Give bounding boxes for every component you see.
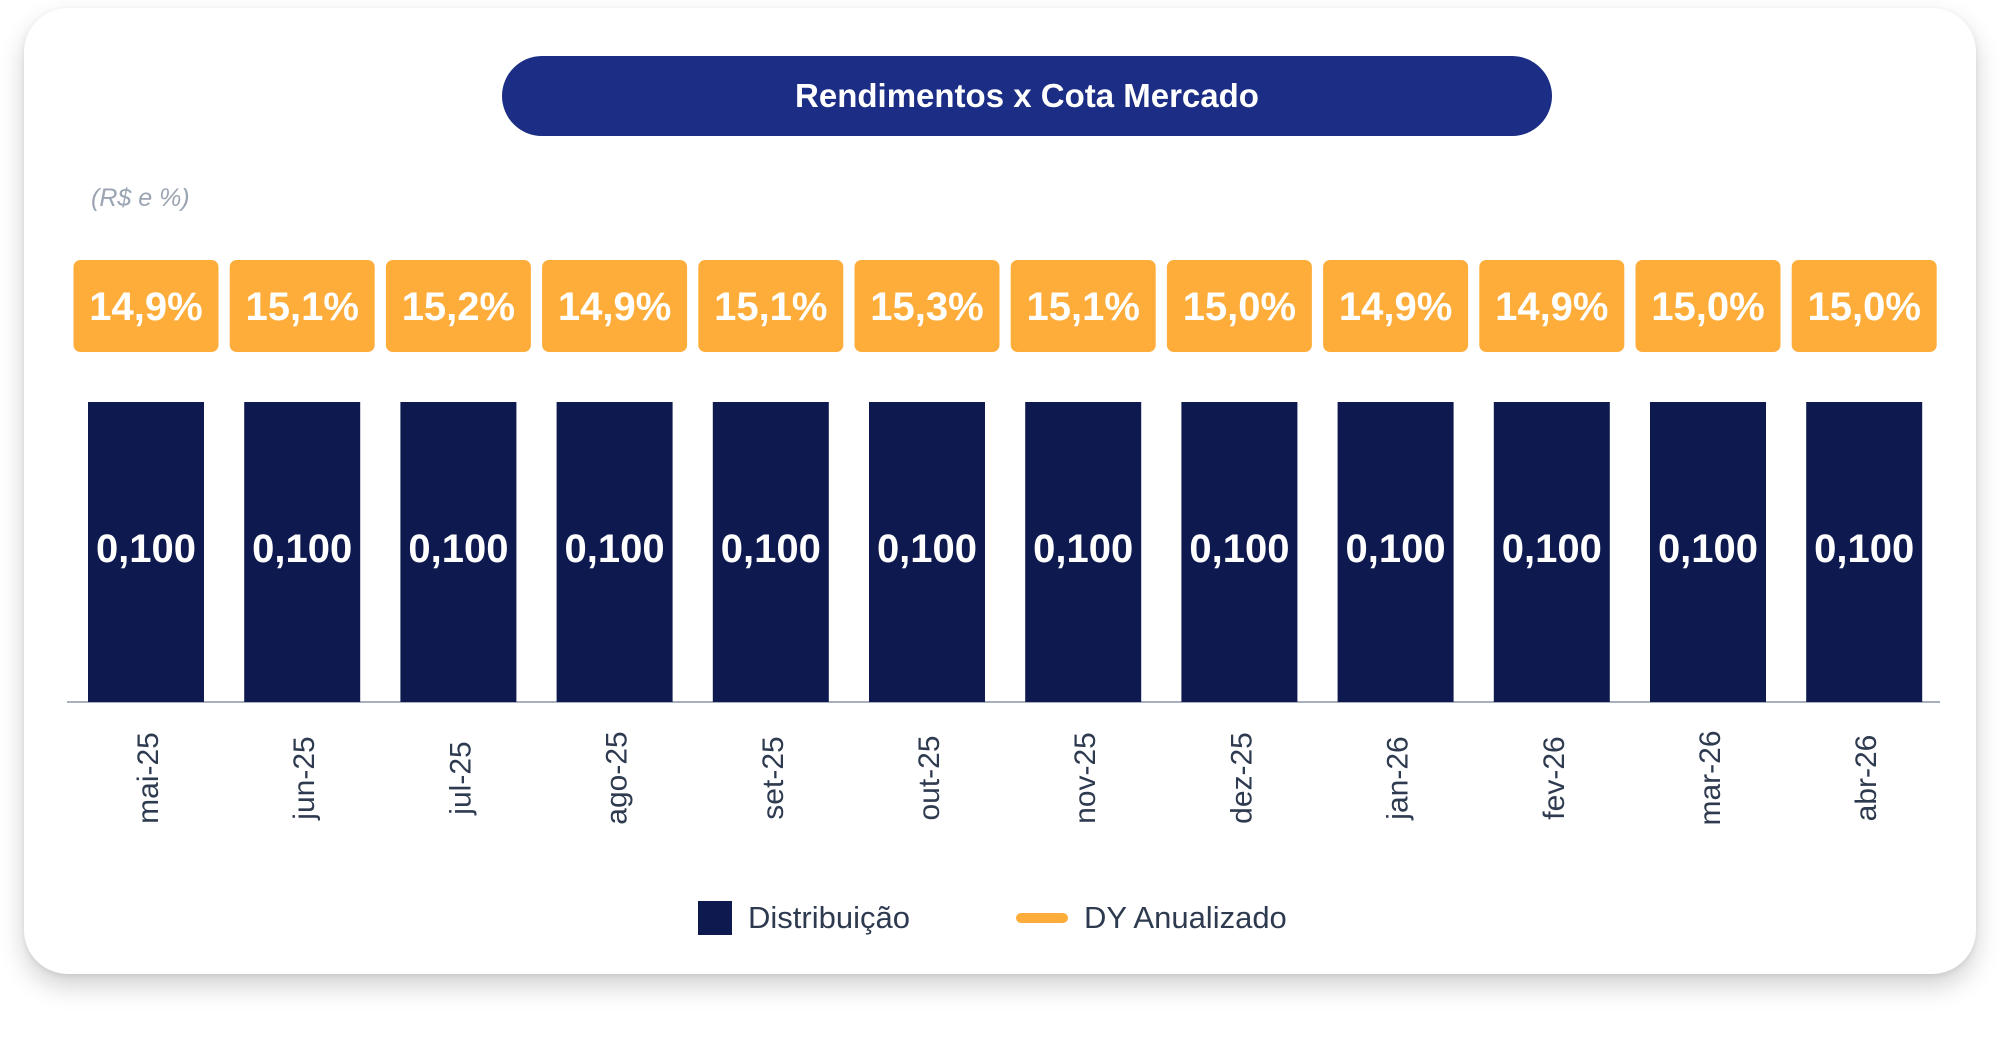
x-tick-label: mai-25 — [132, 732, 165, 824]
dy-box — [73, 260, 219, 352]
bar-value-label: 0,100 — [721, 527, 821, 571]
x-tick-label: ago-25 — [601, 731, 634, 824]
dy-box — [1791, 260, 1937, 352]
x-tick-label: nov-25 — [1069, 732, 1102, 824]
bar-value-label: 0,100 — [408, 527, 508, 571]
chart-title: Rendimentos x Cota Mercado — [502, 56, 1552, 136]
bar-value-label: 0,100 — [1189, 527, 1289, 571]
dy-box — [1166, 260, 1312, 352]
dy-label: 15,1% — [245, 285, 358, 329]
distribution-bar — [1806, 402, 1923, 702]
dy-box — [1323, 260, 1469, 352]
dy-box — [1010, 260, 1156, 352]
dy-label: 15,0% — [1807, 285, 1920, 329]
dy-label: 15,1% — [714, 285, 827, 329]
dy-label: 15,0% — [1183, 285, 1296, 329]
dy-label: 15,2% — [402, 285, 515, 329]
dy-box — [854, 260, 1000, 352]
distribution-bar — [1493, 402, 1610, 702]
distribution-bar — [1337, 402, 1454, 702]
legend-label-dy-anualizado: DY Anualizado — [1084, 900, 1287, 935]
bar-value-label: 0,100 — [252, 527, 352, 571]
distribution-bar — [712, 402, 829, 702]
dy-label: 15,0% — [1651, 285, 1764, 329]
dy-label: 14,9% — [1495, 285, 1608, 329]
x-tick-label: set-25 — [757, 736, 790, 819]
bar-value-label: 0,100 — [565, 527, 665, 571]
x-tick-label: mar-26 — [1694, 730, 1727, 825]
distribution-bar — [1650, 402, 1766, 702]
dy-label: 15,3% — [870, 285, 983, 329]
distribution-bar — [1025, 402, 1142, 702]
dy-label: 14,9% — [558, 285, 671, 329]
x-tick-label: abr-26 — [1850, 735, 1883, 822]
distribution-bar — [400, 402, 517, 702]
dy-label: 14,9% — [89, 285, 202, 329]
legend: Distribuição DY Anualizado — [0, 898, 2000, 938]
dy-box — [542, 260, 688, 352]
dy-box — [1635, 260, 1781, 352]
distribution-bar — [869, 402, 985, 702]
distribution-bar — [1181, 402, 1298, 702]
bar-value-label: 0,100 — [1033, 527, 1133, 571]
bar-value-label: 0,100 — [1346, 527, 1446, 571]
dy-label: 15,1% — [1026, 285, 1139, 329]
x-tick-label: jul-25 — [444, 741, 477, 815]
unit-label: (R$ e %) — [91, 184, 190, 212]
legend-swatch-line — [1016, 913, 1068, 923]
legend-label-distribuicao: Distribuição — [748, 900, 910, 935]
x-tick-label: dez-25 — [1225, 732, 1258, 824]
x-tick-label: jan-26 — [1382, 736, 1415, 820]
distribution-bar — [244, 402, 361, 702]
legend-item-distribuicao: Distribuição — [698, 898, 910, 938]
bar-value-label: 0,100 — [96, 527, 196, 571]
dy-box — [698, 260, 844, 352]
dy-box — [229, 260, 375, 352]
x-tick-label: out-25 — [913, 735, 946, 820]
bar-value-label: 0,100 — [1502, 527, 1602, 571]
dy-box — [385, 260, 531, 352]
x-tick-label: jun-25 — [288, 736, 321, 820]
x-tick-label: fev-26 — [1538, 736, 1571, 819]
distribution-bar — [88, 402, 204, 702]
legend-swatch-bar — [698, 901, 732, 935]
legend-item-dy-anualizado: DY Anualizado — [1016, 898, 1287, 938]
dy-label: 14,9% — [1339, 285, 1452, 329]
dy-box — [1479, 260, 1625, 352]
bar-value-label: 0,100 — [877, 527, 977, 571]
distribution-bar — [556, 402, 673, 702]
bar-value-label: 0,100 — [1658, 527, 1758, 571]
bar-value-label: 0,100 — [1814, 527, 1914, 571]
